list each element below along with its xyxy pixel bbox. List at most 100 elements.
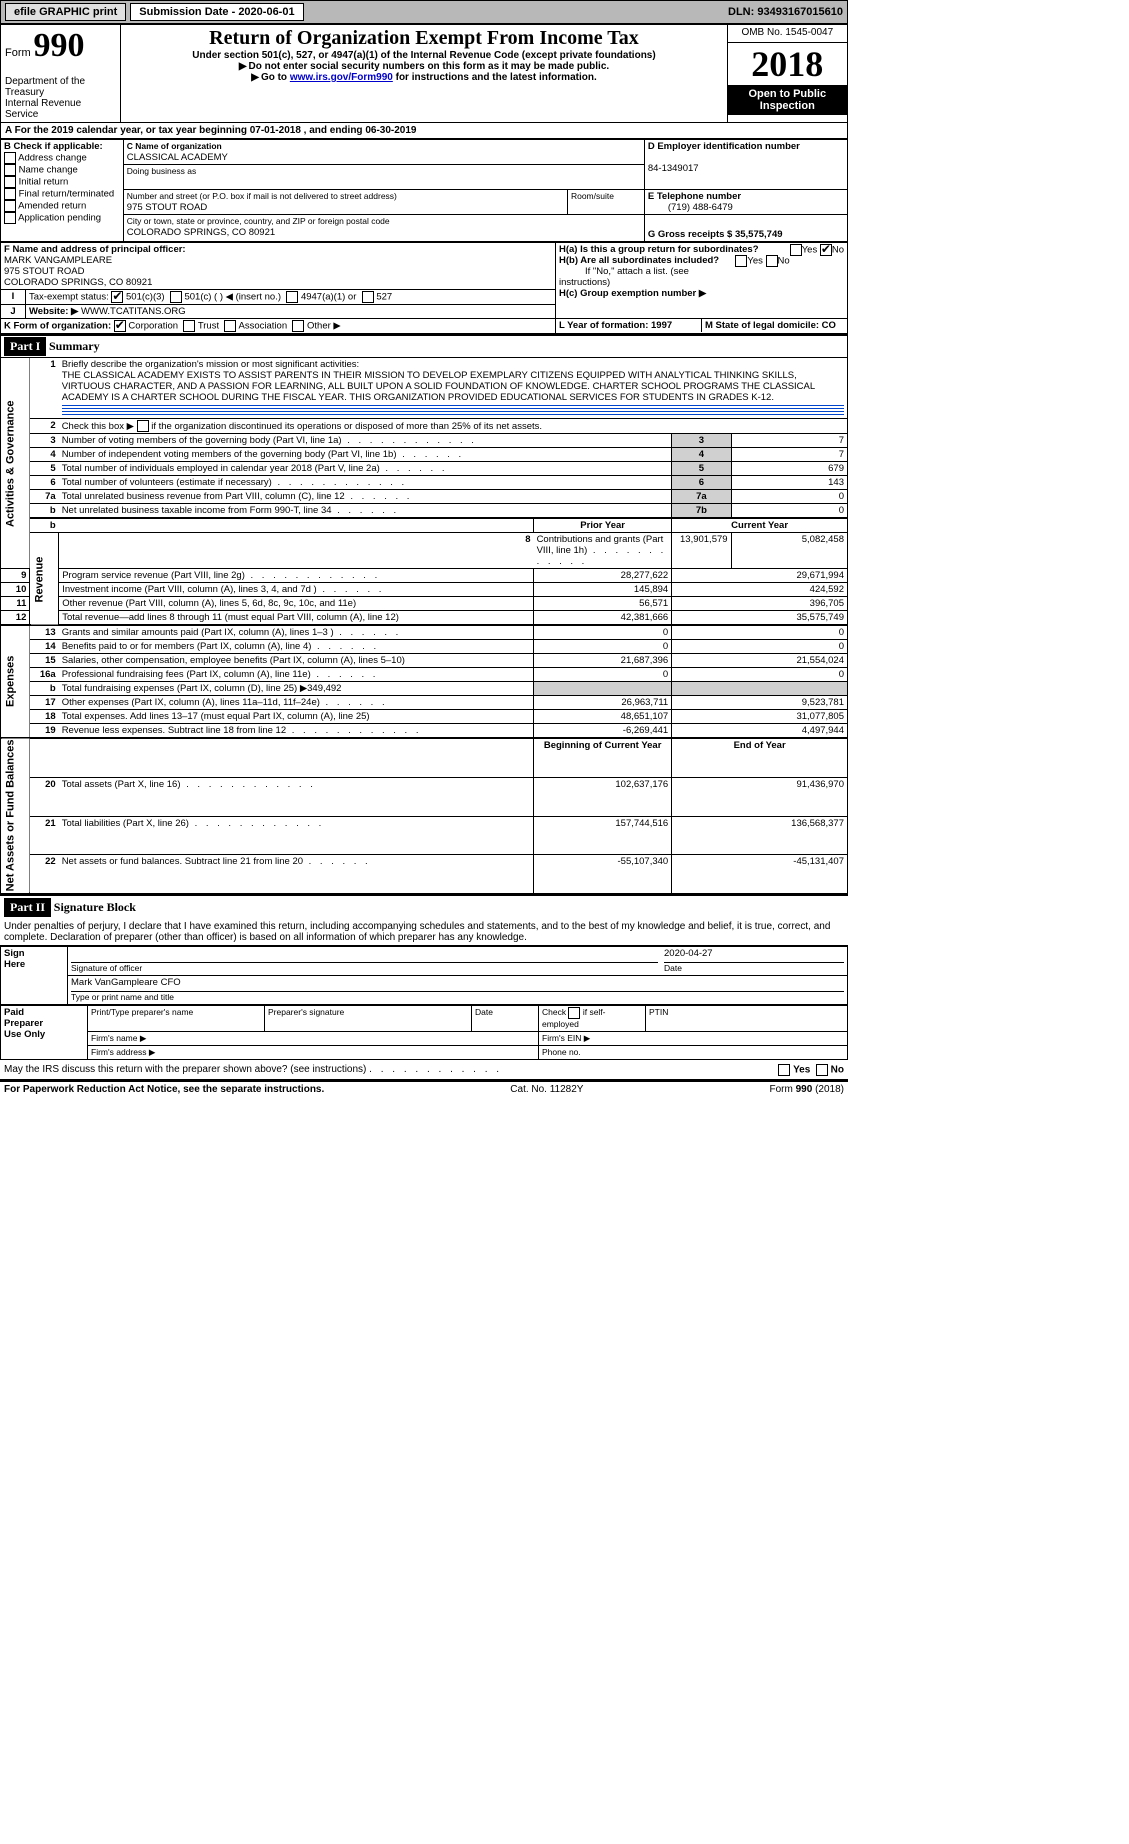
final-return-checkbox[interactable] [4,188,16,200]
part1-header: Part I [4,337,46,356]
net-begin: 157,744,516 [534,816,672,854]
exp-prior: 26,963,711 [534,696,672,710]
exp-prior: 21,687,396 [534,654,672,668]
ha-yes-checkbox[interactable] [790,244,802,256]
officer-name: MARK VANGAMPLEARE [4,255,112,266]
city-value: COLORADO SPRINGS, CO 80921 [127,227,275,238]
q2-checkbox[interactable] [137,420,149,432]
sidebar-netassets: Net Assets or Fund Balances [1,738,30,893]
exp-current: 4,497,944 [672,724,848,739]
sidebar-revenue: Revenue [30,533,59,626]
exp-row-desc: Total expenses. Add lines 13–17 (must eq… [62,711,370,722]
prep-check-label: Check if self-employed [542,1007,606,1029]
exp-row-num: 19 [30,724,59,739]
sidebar-expenses: Expenses [1,625,30,738]
ein-value: 84-1349017 [648,163,699,174]
amended-label: Amended return [18,201,86,212]
may-no-checkbox[interactable] [816,1064,828,1076]
rev-current: 424,592 [672,583,848,597]
city-label: City or town, state or province, country… [127,216,390,226]
gov-row-box: 7a [672,490,731,504]
gov-row-num: 4 [30,448,59,462]
gov-row-desc: Total unrelated business revenue from Pa… [62,491,413,502]
self-employed-checkbox[interactable] [568,1007,580,1019]
firm-phone-label: Phone no. [542,1047,581,1057]
corp-checkbox[interactable] [114,320,126,332]
hb-no-label: No [778,256,790,267]
net-row-num: 20 [30,778,59,816]
rev-prior: 13,901,579 [672,533,731,569]
exp-current: 0 [672,625,848,640]
hb-yes-checkbox[interactable] [735,255,747,267]
gov-row-num: 3 [30,434,59,448]
form-label: Form [5,47,31,59]
hb-label: H(b) Are all subordinates included? [559,255,719,266]
final-return-label: Final return/terminated [19,189,115,200]
501c3-checkbox[interactable] [111,291,123,303]
other-checkbox[interactable] [292,320,304,332]
addr-change-checkbox[interactable] [4,152,16,164]
officer-print-name: Mark VanGampleare CFO [71,977,844,992]
a-line: A For the 2019 calendar year, or tax yea… [5,125,416,136]
rev-row-num: 12 [1,611,30,626]
exp-row-desc: Other expenses (Part IX, column (A), lin… [62,697,388,708]
527-checkbox[interactable] [362,291,374,303]
501c-checkbox[interactable] [170,291,182,303]
may-yes-checkbox[interactable] [778,1064,790,1076]
amended-checkbox[interactable] [4,200,16,212]
goto-suffix: for instructions and the latest informat… [396,72,597,83]
dba-label: Doing business as [127,166,196,176]
trust-checkbox[interactable] [183,320,195,332]
net-row-desc: Total liabilities (Part X, line 26) [62,818,325,829]
gov-row-num: 7a [30,490,59,504]
ha-label: H(a) Is this a group return for subordin… [559,244,759,255]
rev-current: 396,705 [672,597,848,611]
name-change-checkbox[interactable] [4,164,16,176]
4947-checkbox[interactable] [286,291,298,303]
website-value: WWW.TCATITANS.ORG [81,306,186,317]
rev-current: 5,082,458 [731,533,847,569]
room-label: Room/suite [571,191,614,201]
rev-row-num: 8 [59,533,534,569]
hb-yes-label: Yes [747,256,763,267]
firm-ein-label: Firm's EIN ▶ [542,1033,590,1043]
print-name-label: Type or print name and title [71,992,174,1002]
sign-date: 2020-04-27 [664,948,844,963]
prep-date-label: Date [475,1007,493,1017]
net-end: 91,436,970 [672,778,848,816]
rev-row-desc: Contributions and grants (Part VIII, lin… [537,534,667,567]
top-bar: efile GRAPHIC print Submission Date - 20… [0,0,848,24]
exp-current: 0 [672,640,848,654]
assoc-checkbox[interactable] [224,320,236,332]
gov-row-num: 5 [30,462,59,476]
street-label: Number and street (or P.O. box if mail i… [127,191,397,201]
form-title: Return of Organization Exempt From Incom… [125,27,722,50]
preparer-table: PaidPreparerUse Only Print/Type preparer… [0,1005,848,1060]
exp-prior: 48,651,107 [534,710,672,724]
gov-row-val: 7 [731,448,847,462]
form-number: 990 [33,27,84,64]
exp-current: 21,554,024 [672,654,848,668]
instructions-link[interactable]: www.irs.gov/Form990 [290,72,393,83]
ha-no-checkbox[interactable] [820,244,832,256]
initial-return-checkbox[interactable] [4,176,16,188]
4947-label: 4947(a)(1) or [301,292,356,303]
initial-return-label: Initial return [19,177,69,188]
trust-label: Trust [198,321,219,332]
exp-row-num: 14 [30,640,59,654]
hb-no-checkbox[interactable] [766,255,778,267]
app-pending-label: Application pending [18,213,101,224]
efile-button[interactable]: efile GRAPHIC print [5,3,126,21]
e-header: E Telephone number [648,191,741,202]
may-dots [369,1064,502,1075]
current-year-header: Current Year [672,518,848,533]
exp-prior: 0 [534,668,672,682]
blank-cell [672,682,848,696]
gov-row-num: b [30,504,59,519]
app-pending-checkbox[interactable] [4,212,16,224]
firm-addr-label: Firm's address ▶ [91,1047,155,1057]
name-change-label: Name change [19,165,78,176]
form-header-table: Form 990 Department of the Treasury Inte… [0,24,848,123]
exp-prior: -6,269,441 [534,724,672,739]
i-label: Tax-exempt status: [29,292,109,303]
